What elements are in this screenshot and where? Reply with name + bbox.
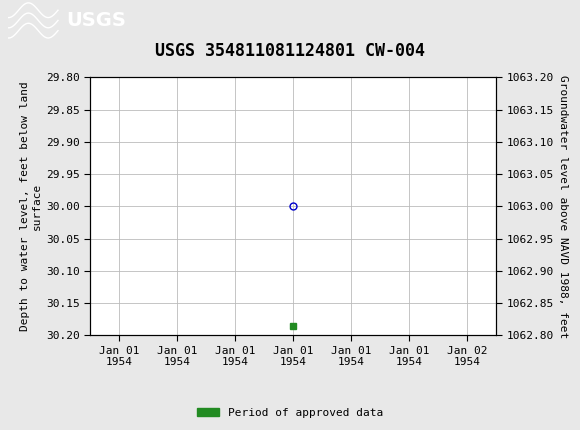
Y-axis label: Depth to water level, feet below land
surface: Depth to water level, feet below land su…: [20, 82, 42, 331]
Text: USGS: USGS: [67, 11, 126, 30]
Y-axis label: Groundwater level above NAVD 1988, feet: Groundwater level above NAVD 1988, feet: [558, 75, 568, 338]
Text: USGS 354811081124801 CW-004: USGS 354811081124801 CW-004: [155, 42, 425, 60]
Legend: Period of approved data: Period of approved data: [193, 403, 387, 422]
